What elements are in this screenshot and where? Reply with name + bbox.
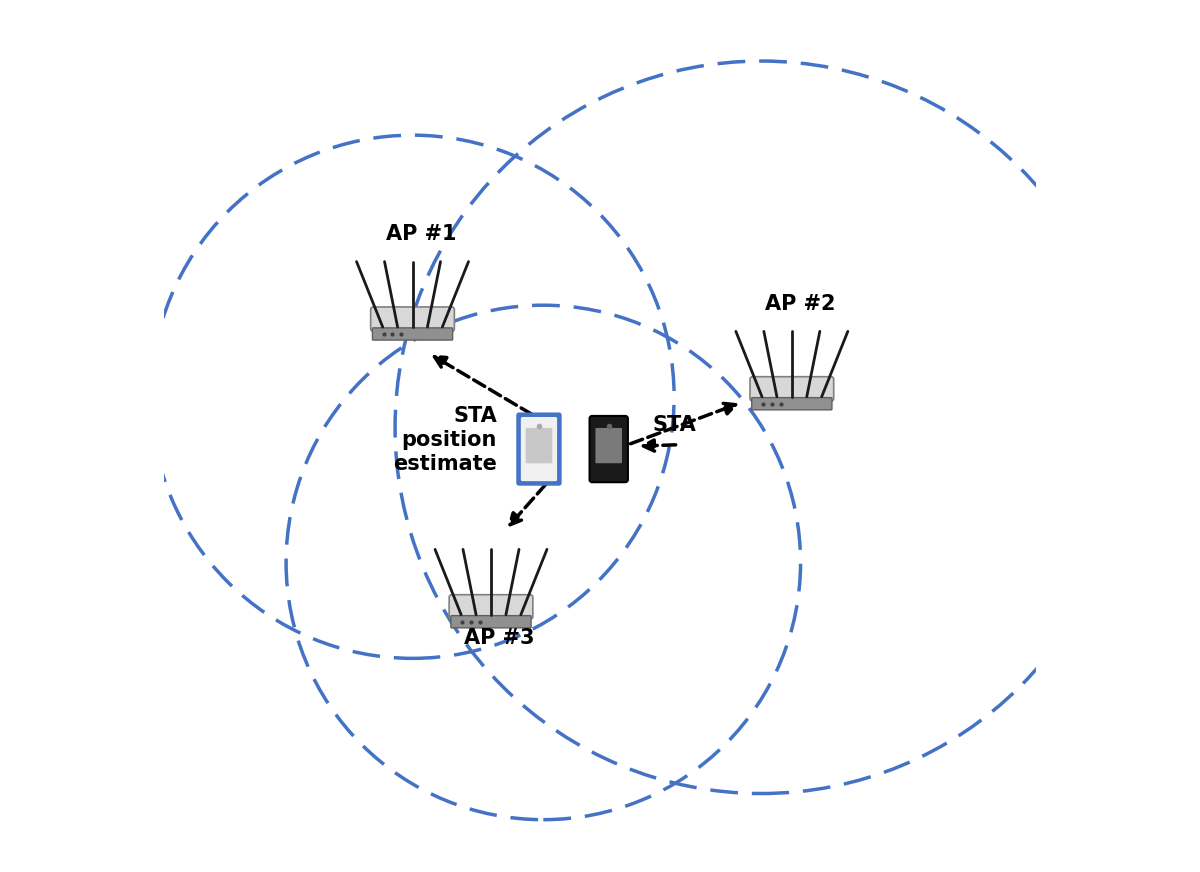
FancyBboxPatch shape	[371, 307, 455, 331]
FancyBboxPatch shape	[516, 412, 562, 486]
FancyBboxPatch shape	[449, 595, 533, 619]
FancyBboxPatch shape	[372, 328, 452, 340]
Text: AP #2: AP #2	[766, 294, 836, 314]
FancyBboxPatch shape	[750, 377, 834, 401]
Text: AP #3: AP #3	[464, 628, 535, 648]
Text: AP #1: AP #1	[386, 224, 456, 244]
FancyBboxPatch shape	[526, 428, 552, 463]
Text: STA
position
estimate: STA position estimate	[394, 406, 497, 474]
FancyBboxPatch shape	[520, 416, 558, 482]
FancyBboxPatch shape	[751, 398, 832, 410]
FancyBboxPatch shape	[451, 616, 532, 628]
FancyBboxPatch shape	[589, 416, 628, 482]
Text: STA: STA	[653, 415, 696, 434]
FancyBboxPatch shape	[595, 428, 622, 463]
